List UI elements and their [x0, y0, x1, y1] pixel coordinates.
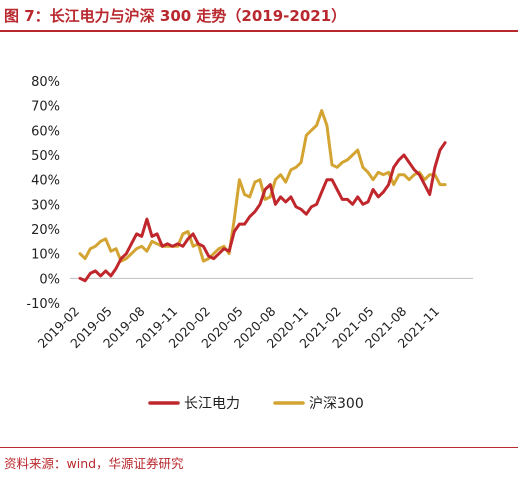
y-tick-label: 30%: [31, 198, 60, 213]
y-tick-label: -10%: [26, 297, 60, 312]
y-tick-label: 10%: [31, 248, 60, 263]
series-line-cypc: [78, 141, 447, 283]
y-tick-label: 80%: [31, 75, 60, 90]
y-axis: 80% 70% 60% 50% 40% 30% 20% 10% 0% -10%: [26, 75, 60, 312]
legend-label: 沪深300: [309, 396, 364, 412]
legend-label: 长江电力: [184, 396, 240, 412]
y-tick-label: 0%: [39, 272, 60, 287]
page-title: 图 7：长江电力与沪深 300 走势（2019-2021）: [4, 7, 347, 25]
legend-item-cypc: 长江电力: [148, 396, 240, 412]
line-chart: 80% 70% 60% 50% 40% 30% 20% 10% 0% -10% 2019-0220…: [26, 75, 473, 412]
series-layer: [78, 109, 447, 283]
footer-divider: [0, 447, 518, 448]
legend-item-csi300: 沪深300: [273, 396, 364, 412]
y-tick-label: 50%: [31, 149, 60, 164]
source-note: 资料来源：wind，华源证券研究: [4, 456, 184, 471]
y-tick-label: 70%: [31, 100, 60, 115]
title-divider: [0, 30, 518, 32]
y-tick-label: 20%: [31, 223, 60, 238]
y-tick-label: 60%: [31, 124, 60, 139]
series-line-csi300: [78, 109, 447, 263]
y-tick-label: 40%: [31, 174, 60, 189]
legend: 长江电力 沪深300: [148, 396, 364, 412]
x-axis: 2019-022019-052019-082019-112020-022020-…: [35, 277, 473, 351]
